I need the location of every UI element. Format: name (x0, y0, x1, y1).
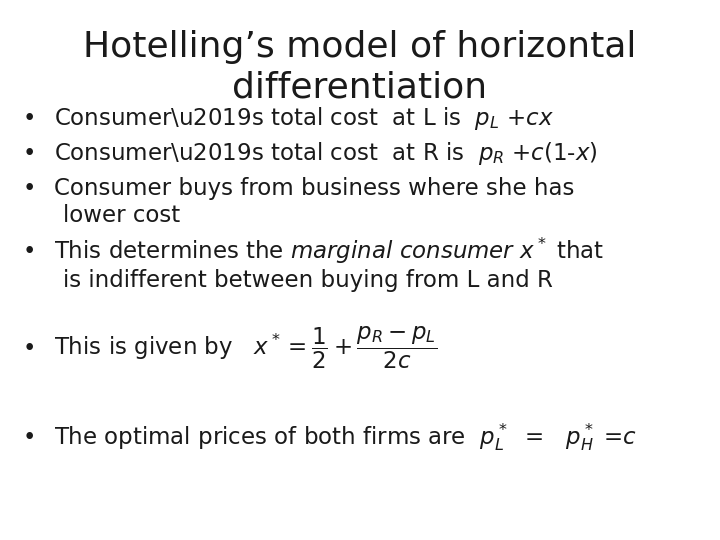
Text: Consumer\u2019s total cost  at R is  $p_R$ +$c$(1-$x$): Consumer\u2019s total cost at R is $p_R$… (54, 140, 598, 167)
Text: is indifferent between buying from L and R: is indifferent between buying from L and… (63, 269, 553, 292)
Text: Consumer buys from business where she has: Consumer buys from business where she ha… (54, 178, 575, 200)
Text: •: • (23, 240, 37, 262)
Text: lower cost: lower cost (63, 205, 181, 227)
Text: This is given by   $x^* = \dfrac{1}{2} + \dfrac{p_R - p_L}{2c}$: This is given by $x^* = \dfrac{1}{2} + \… (54, 325, 437, 372)
Text: •: • (23, 143, 37, 165)
Text: •: • (23, 107, 37, 130)
Text: This determines the $\mathit{marginal\ consumer}$ $x^*$ that: This determines the $\mathit{marginal\ c… (54, 236, 604, 266)
Text: •: • (23, 337, 37, 360)
Text: The optimal prices of both firms are  $p_L^*$  =   $p_H^*$ =$c$: The optimal prices of both firms are $p_… (54, 422, 636, 453)
Text: •: • (23, 178, 37, 200)
Text: •: • (23, 426, 37, 449)
Text: Consumer\u2019s total cost  at L is  $p_L$ +$cx$: Consumer\u2019s total cost at L is $p_L$… (54, 105, 554, 132)
Text: Hotelling’s model of horizontal
differentiation: Hotelling’s model of horizontal differen… (84, 30, 636, 104)
